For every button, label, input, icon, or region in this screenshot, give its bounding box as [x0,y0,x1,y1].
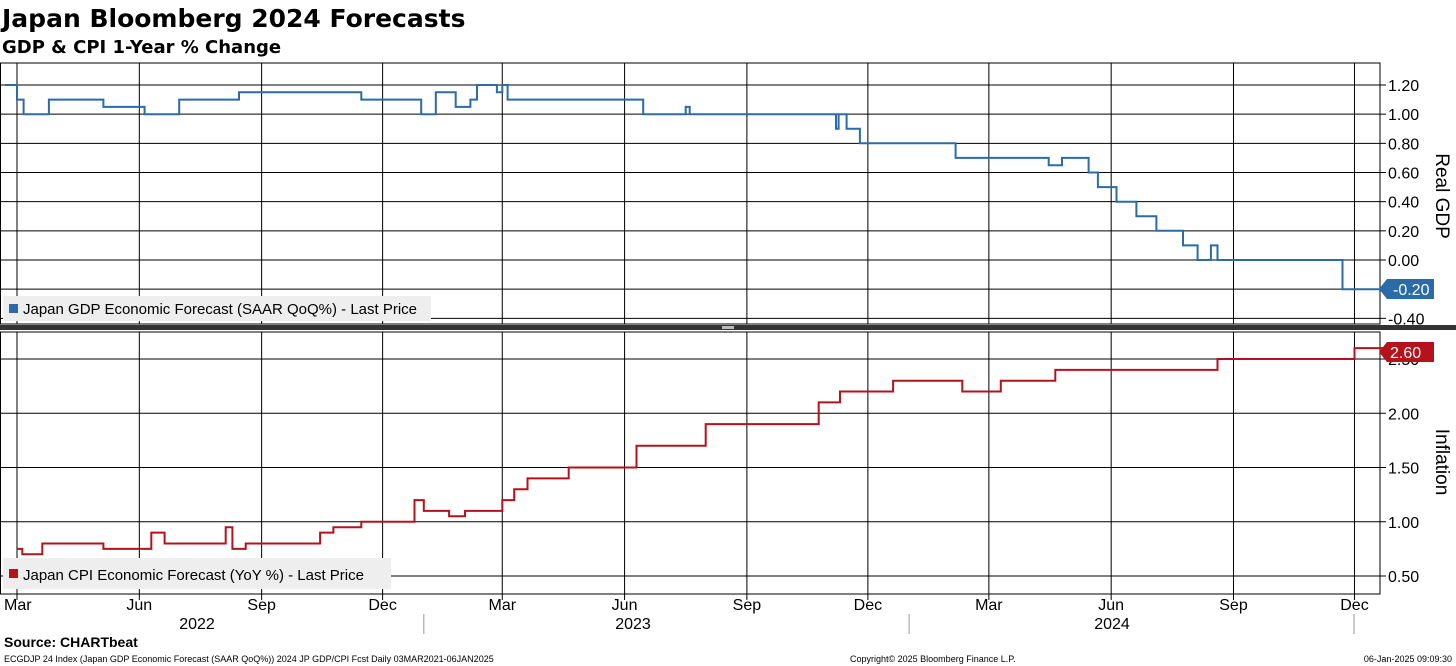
x-month-label: Sep [247,597,276,614]
chart-subtitle: GDP & CPI 1-Year % Change [2,37,281,58]
x-month-label: Dec [854,597,882,614]
cpi-legend-swatch [9,569,18,578]
x-month-label: Mar [488,597,516,614]
gdp-legend-box [3,296,431,321]
axis-layer: 1.201.000.800.600.400.200.00-0.402.502.0… [4,78,1425,634]
x-month-label: Dec [1340,597,1368,614]
x-month-label: Sep [733,597,762,614]
panel-frame [0,331,1381,595]
footer-right: 06-Jan-2025 09:09:30 [1364,654,1452,664]
gdp-tick-label: 0.00 [1388,253,1419,270]
cpi-tick-label: 2.00 [1388,406,1419,423]
x-month-label: Dec [368,597,396,614]
gdp-tick-label: 1.20 [1388,78,1419,95]
divider-handle[interactable] [722,326,734,329]
series-layer [5,84,1403,556]
panel-frame [0,62,1381,325]
gdp-tick-label: 0.60 [1388,166,1419,183]
gdp-tick-label: 0.20 [1388,224,1419,241]
footer-left: ECGDJP 24 Index (Japan GDP Economic Fore… [4,654,494,664]
x-month-label: Jun [612,597,638,614]
x-year-label: 2023 [615,616,651,633]
gdp-series-line [5,84,1403,291]
x-month-label: Mar [4,597,32,614]
cpi-last-value-tag: 2.60 [1379,342,1434,362]
cpi-tick-label: 1.50 [1388,461,1419,478]
x-year-label: 2022 [179,616,215,633]
footer-center: Copyright© 2025 Bloomberg Finance L.P. [850,654,1016,664]
gdp-axis-title: Real GDP [1431,153,1452,239]
cpi-axis-title: Inflation [1431,429,1452,496]
grid-layer [0,62,1456,595]
gdp-tick-label: 0.80 [1388,136,1419,153]
gdp-legend-label: Japan GDP Economic Forecast (SAAR QoQ%) … [23,301,417,318]
cpi-legend-label: Japan CPI Economic Forecast (YoY %) - La… [23,567,364,584]
gdp-last-value-tag: -0.20 [1379,279,1434,299]
gdp-tick-label: 0.40 [1388,195,1419,212]
cpi-series-line [17,347,1403,556]
gdp-tick-label: -0.40 [1388,311,1425,328]
x-month-label: Sep [1219,597,1248,614]
cpi-legend-box [3,558,391,589]
x-year-label: 2024 [1094,616,1130,633]
gdp-legend-swatch [9,304,18,313]
x-month-label: Mar [975,597,1003,614]
source-note: Source: CHARTbeat [4,634,138,650]
cpi-tick-label: 0.50 [1388,569,1419,586]
x-month-label: Jun [1098,597,1124,614]
gdp-last-value: -0.20 [1393,282,1430,299]
cpi-tick-label: 1.00 [1388,515,1419,532]
cpi-last-value: 2.60 [1390,345,1421,362]
x-month-label: Jun [126,597,152,614]
gdp-tick-label: 1.00 [1388,107,1419,124]
chart-title: Japan Bloomberg 2024 Forecasts [0,4,465,33]
